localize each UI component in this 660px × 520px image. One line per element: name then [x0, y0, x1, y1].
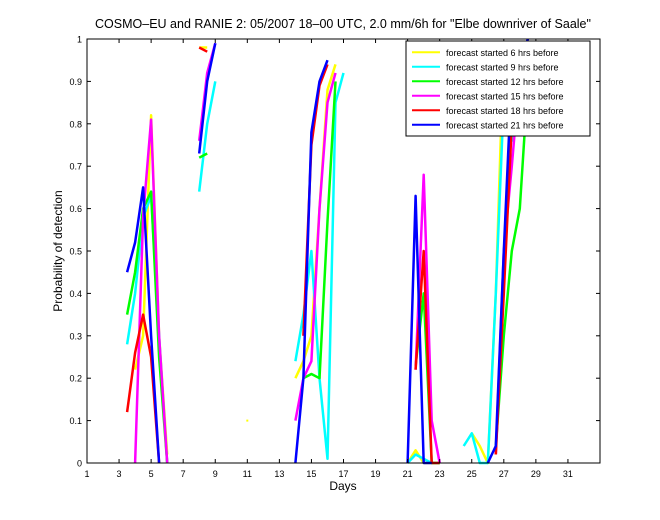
- y-axis-label: Probability of detection: [51, 190, 65, 311]
- legend: forecast started 6 hrs before forecast st…: [406, 41, 590, 136]
- y-tick-label: 0.5: [69, 247, 82, 257]
- x-tick-label: 3: [117, 469, 122, 479]
- x-tick-label: 27: [499, 469, 509, 479]
- x-tick-label: 15: [306, 469, 316, 479]
- y-tick-label: 0.6: [69, 204, 82, 214]
- y-tick-label: 0.2: [69, 374, 82, 384]
- x-tick-label: 13: [274, 469, 284, 479]
- x-tick-label: 7: [181, 469, 186, 479]
- x-tick-label: 25: [467, 469, 477, 479]
- y-tick-label: 0.9: [69, 77, 82, 87]
- legend-label: forecast started 6 hrs before: [446, 48, 559, 58]
- x-tick-label: 9: [213, 469, 218, 479]
- y-tick-label: 0.1: [69, 416, 82, 426]
- y-tick-label: 0.7: [69, 162, 82, 172]
- x-tick-label: 19: [371, 469, 381, 479]
- x-tick-label: 29: [531, 469, 541, 479]
- x-axis-label: Days: [329, 479, 356, 493]
- x-tick-label: 31: [563, 469, 573, 479]
- legend-label: forecast started 18 hrs before: [446, 106, 564, 116]
- legend-label: forecast started 21 hrs before: [446, 120, 564, 130]
- x-tick-label: 11: [243, 469, 252, 479]
- legend-label: forecast started 15 hrs before: [446, 91, 564, 101]
- x-tick-label: 23: [435, 469, 445, 479]
- x-tick-label: 17: [338, 469, 348, 479]
- legend-label: forecast started 9 hrs before: [446, 62, 559, 72]
- chart-title: COSMO–EU and RANIE 2: 05/2007 18–00 UTC,…: [95, 17, 591, 31]
- y-tick-label: 0.8: [69, 119, 82, 129]
- x-tick-label: 5: [149, 469, 154, 479]
- x-tick-label: 21: [403, 469, 413, 479]
- y-tick-label: 0.3: [69, 331, 82, 341]
- y-tick-label: 0: [77, 459, 82, 469]
- x-tick-label: 1: [84, 469, 89, 479]
- y-tick-label: 1: [77, 35, 82, 45]
- legend-label: forecast started 12 hrs before: [446, 77, 564, 87]
- y-tick-label: 0.4: [69, 289, 82, 299]
